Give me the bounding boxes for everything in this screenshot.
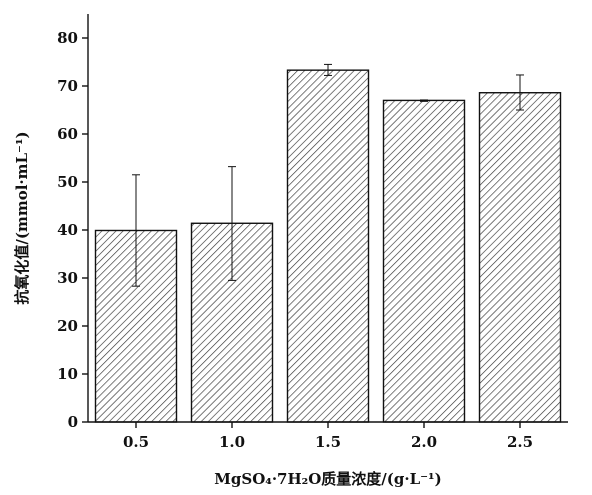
- x-tick-label: 1.0: [219, 433, 245, 451]
- x-axis-ticks: 0.5 1.0 1.5 2.0 2.5: [123, 422, 533, 451]
- bars: [94, 69, 562, 423]
- y-tick-label: 30: [57, 269, 78, 287]
- y-tick-label: 60: [57, 125, 78, 143]
- bar: [382, 99, 466, 423]
- x-axis-label: MgSO₄·7H₂O质量浓度/(g·L⁻¹): [214, 470, 441, 488]
- y-tick-label: 10: [57, 365, 78, 383]
- y-tick-label: 20: [57, 317, 78, 335]
- error-bars: [132, 63, 524, 287]
- error-bar: [516, 74, 524, 111]
- error-bar: [228, 166, 236, 281]
- x-tick-label: 2.5: [507, 433, 533, 451]
- x-tick-label: 0.5: [123, 433, 149, 451]
- error-bar: [132, 174, 140, 287]
- y-tick-label: 80: [57, 29, 78, 47]
- y-tick-label: 50: [57, 173, 78, 191]
- x-tick-label: 2.0: [411, 433, 437, 451]
- y-tick-label: 70: [57, 77, 78, 95]
- error-bar: [324, 63, 332, 76]
- bar: [478, 92, 562, 423]
- bar: [286, 69, 370, 423]
- y-tick-label: 0: [68, 413, 78, 431]
- y-tick-label: 40: [57, 221, 78, 239]
- y-axis-label: 抗氧化值/(mmol·mL⁻¹): [13, 131, 31, 304]
- error-bar: [420, 99, 428, 102]
- y-axis-ticks: 0 10 20 30 40 50 60 70 80: [57, 29, 88, 431]
- x-tick-label: 1.5: [315, 433, 341, 451]
